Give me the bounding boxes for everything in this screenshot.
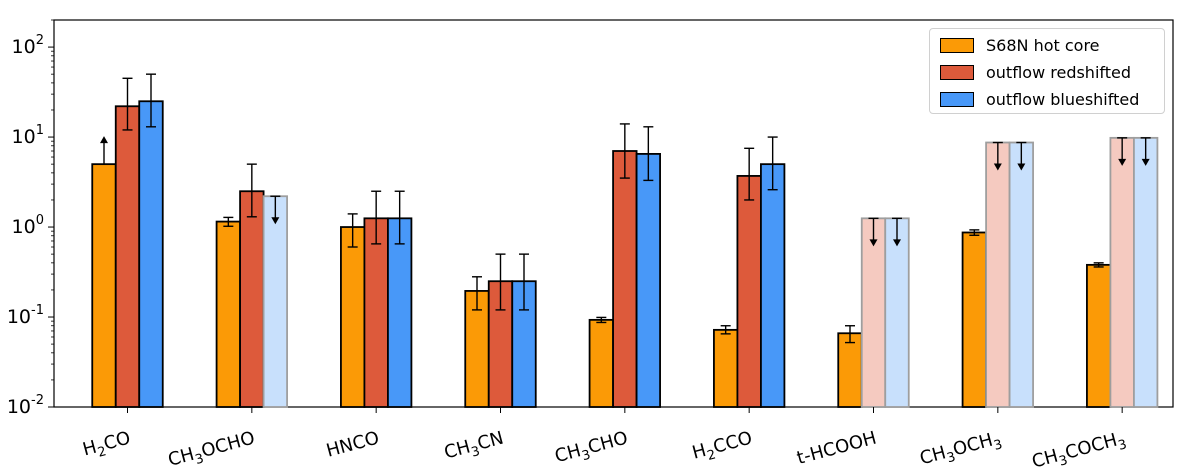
upper-limit-arrow-1-6	[869, 239, 878, 247]
legend-item-blueshifted: outflow blueshifted	[940, 89, 1139, 109]
bar-0-1	[215, 220, 241, 408]
bar-0-5	[713, 328, 739, 408]
bar-2-8	[1133, 136, 1159, 408]
upper-limit-arrow-2-8	[1141, 158, 1150, 166]
x-tick-label: CH3OCH3	[918, 428, 1005, 471]
y-tick-label: 102	[12, 33, 44, 58]
bar-0-4	[588, 318, 614, 408]
bar-0-2	[340, 226, 366, 408]
bar-0-8	[1086, 263, 1112, 408]
upper-limit-arrow-1-8	[1118, 158, 1127, 166]
bar-2-4	[635, 152, 661, 408]
y-tick-label: 10-2	[7, 393, 44, 418]
legend-swatch-hot-core	[940, 37, 974, 53]
legend-item-redshifted: outflow redshifted	[940, 62, 1131, 82]
bar-0-0	[91, 163, 117, 408]
bar-1-1	[239, 190, 265, 408]
upper-limit-arrow-2-1	[271, 217, 280, 225]
x-tick-label: CH3COCH3	[1030, 428, 1129, 471]
legend: S68N hot core outflow redshifted outflow…	[929, 28, 1165, 114]
legend-label-blueshifted: outflow blueshifted	[986, 89, 1140, 109]
x-tick-label: CH3OCHO	[166, 428, 258, 471]
bar-2-7	[1008, 141, 1034, 408]
bar-2-1	[262, 195, 288, 408]
x-tick-label: CH3CN	[442, 428, 507, 468]
legend-item-hot-core: S68N hot core	[940, 35, 1100, 55]
y-tick-label: 100	[12, 213, 44, 238]
bar-1-5	[736, 175, 762, 408]
y-tick-label: 10-1	[7, 303, 44, 328]
legend-label-hot-core: S68N hot core	[986, 35, 1100, 55]
upper-limit-arrow-1-7	[993, 163, 1002, 171]
bar-1-7	[985, 141, 1011, 408]
bar-2-0	[138, 100, 164, 408]
bar-2-2	[387, 217, 413, 408]
x-tick-label: CH3CHO	[553, 428, 632, 471]
bar-1-0	[114, 105, 141, 408]
legend-swatch-redshifted	[940, 64, 974, 80]
bar-1-2	[363, 217, 389, 408]
bar-0-7	[961, 231, 987, 408]
y-tick-label: 101	[12, 123, 44, 148]
bar-0-6	[837, 332, 863, 408]
upper-limit-arrow-2-7	[1017, 163, 1026, 171]
x-tick-label: H2CO	[80, 428, 133, 465]
bar-1-6	[860, 217, 887, 408]
x-tick-label: HNCO	[324, 428, 381, 462]
upper-limit-arrow-2-6	[893, 239, 901, 247]
lower-limit-arrow-0-0	[100, 136, 108, 144]
x-tick-label: H2CCO	[690, 428, 756, 468]
bar-1-8	[1109, 136, 1135, 408]
legend-swatch-blueshifted	[940, 91, 974, 107]
bar-1-4	[612, 150, 638, 408]
x-tick-label: t-HCOOH	[795, 428, 879, 469]
bar-2-6	[884, 217, 910, 408]
bar-2-5	[760, 163, 786, 408]
legend-label-redshifted: outflow redshifted	[986, 62, 1132, 82]
